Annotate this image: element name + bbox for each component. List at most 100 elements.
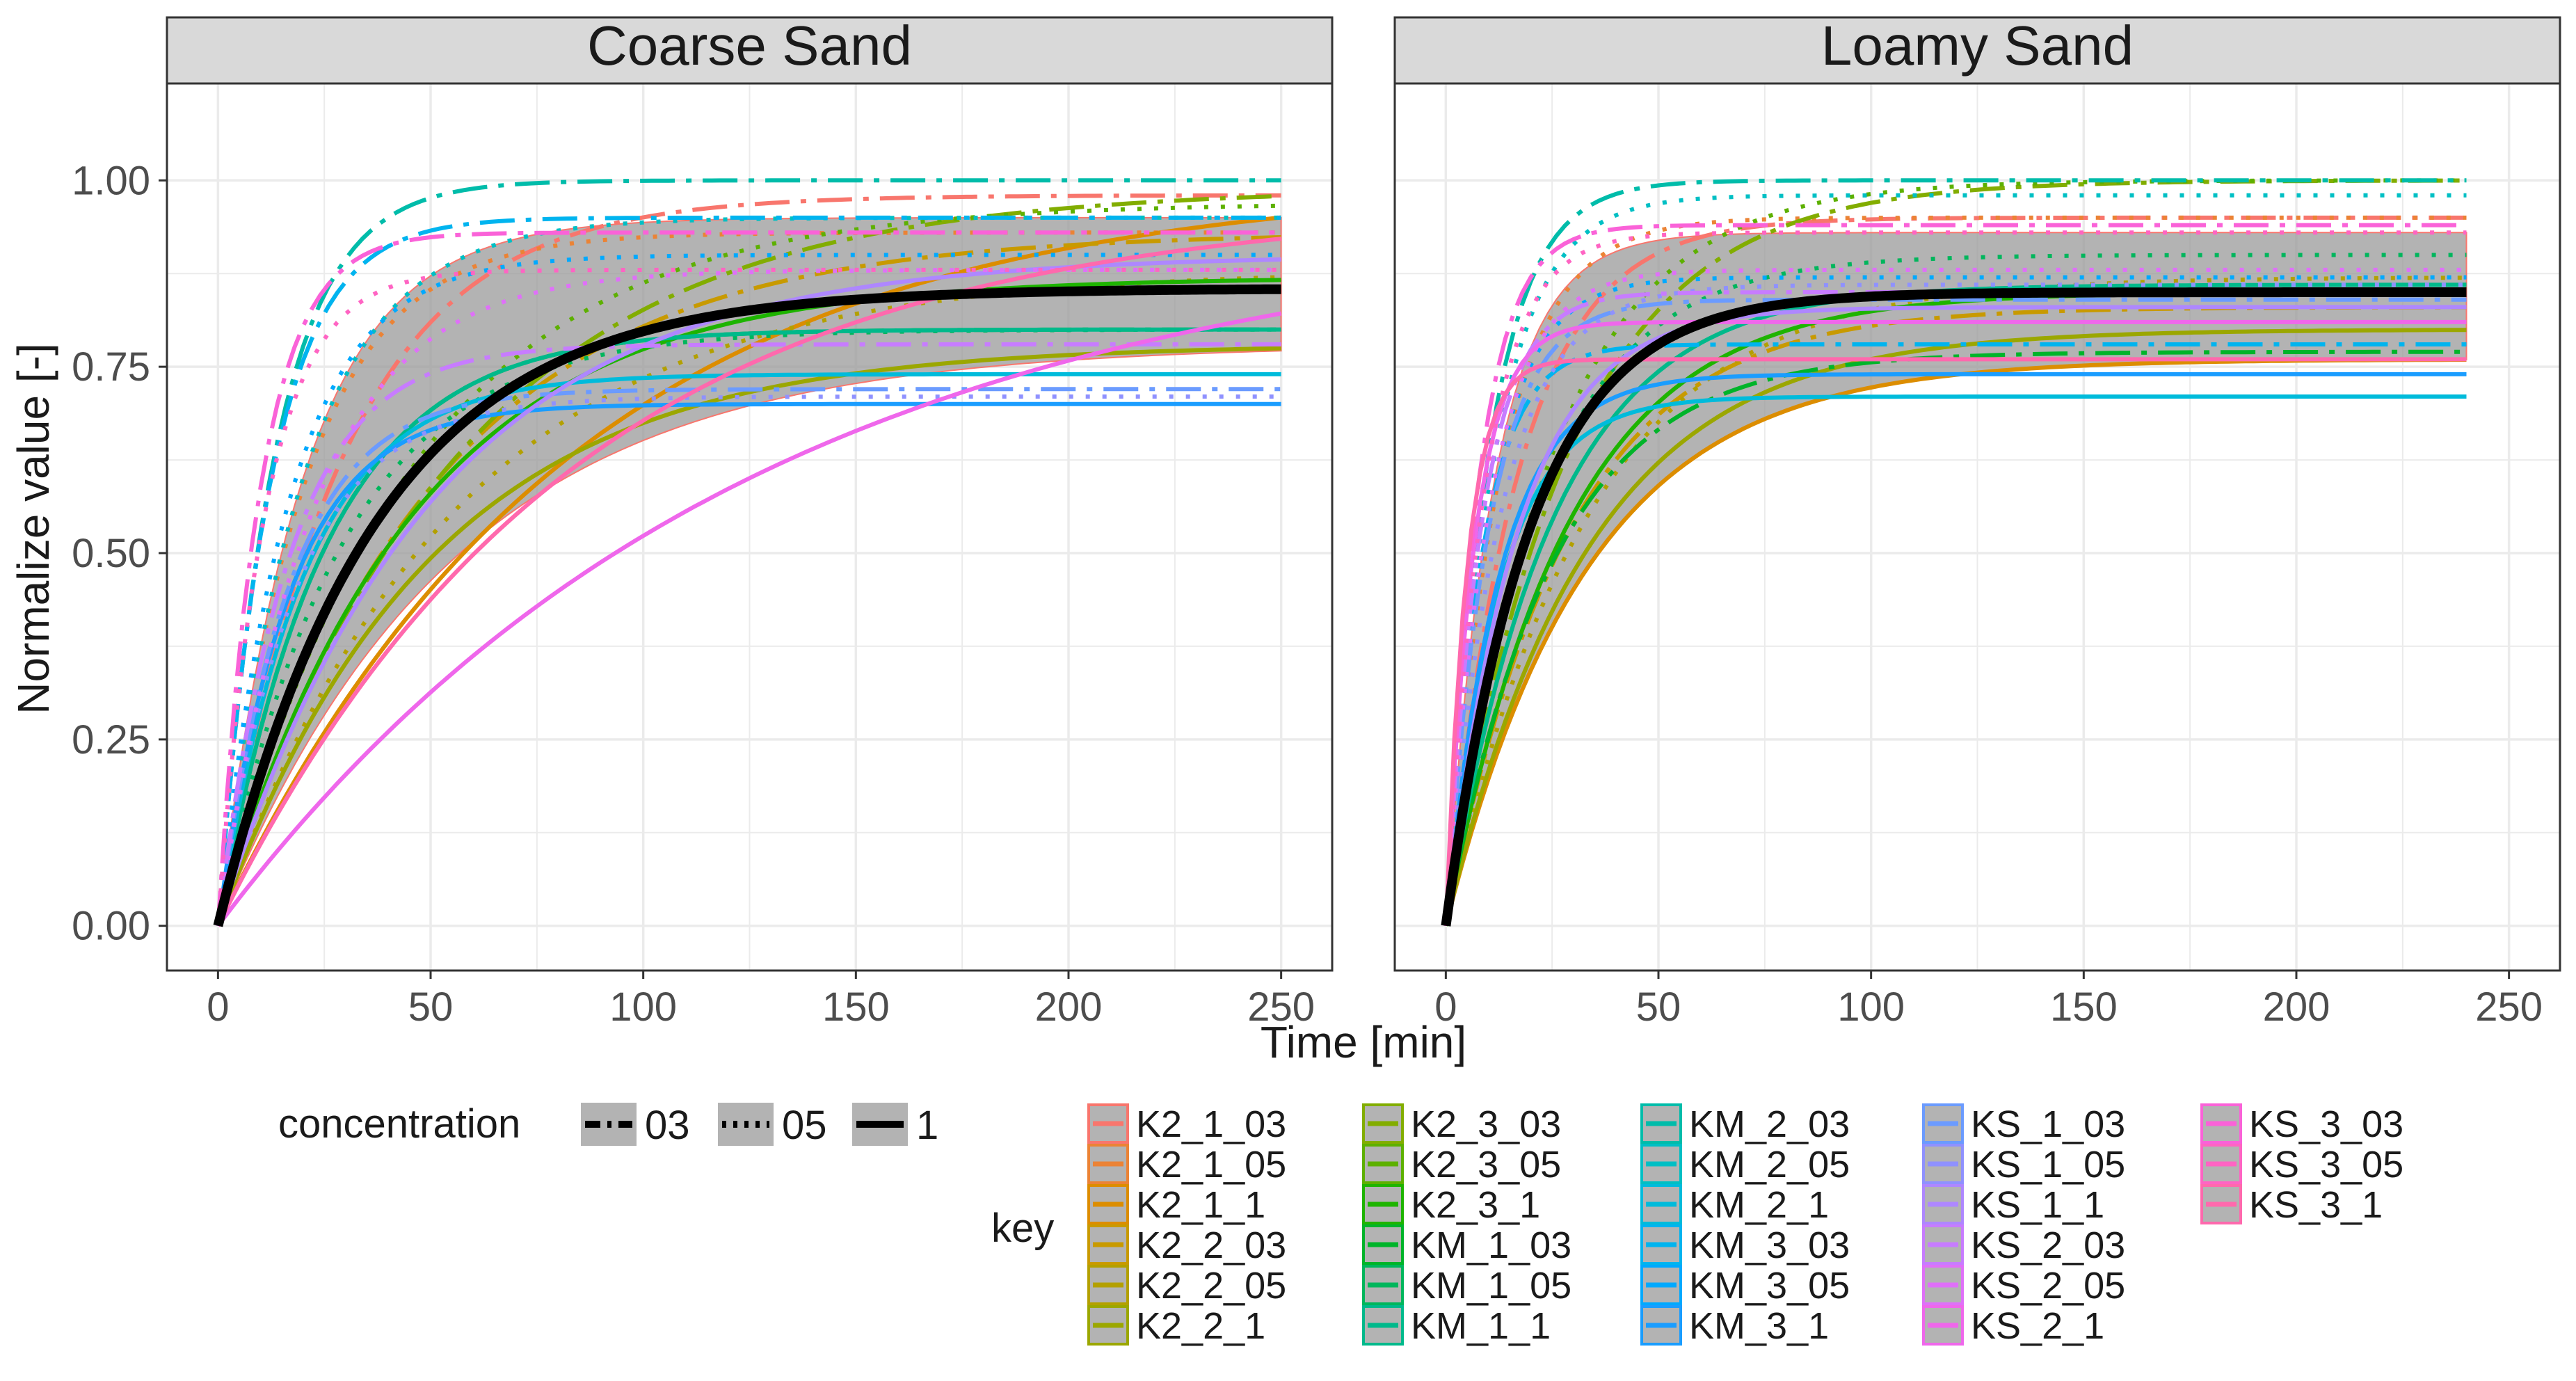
legend-key-label: KM_3_05 — [1689, 1265, 1850, 1307]
series-line-ks-2-03 — [216, 342, 1281, 927]
x-tick-label: 0 — [1434, 984, 1457, 1030]
legend-key-label: K2_3_1 — [1411, 1184, 1540, 1226]
series-line-km-3-05 — [216, 253, 1281, 927]
legend-key-item: KM_1_1 — [1362, 1305, 1551, 1347]
series-line-k2-3-03 — [216, 193, 1281, 927]
series-line-ks-1-05 — [216, 394, 1281, 927]
legend-key-label: K2_1_1 — [1136, 1184, 1265, 1226]
legend-key-label: KS_1_1 — [1971, 1184, 2104, 1226]
series-line-km-2-1 — [1443, 394, 2467, 927]
mean-line — [213, 284, 1282, 927]
legend-key-item: KS_1_1 — [1922, 1184, 2104, 1226]
legend-key-item: KM_3_1 — [1640, 1305, 1829, 1347]
panel-strip — [166, 16, 1334, 85]
legend-concentration: concentration 03 05 1 — [278, 1101, 938, 1148]
x-tick-label: 100 — [609, 984, 677, 1030]
series-line-km-3-1 — [216, 401, 1281, 927]
legend-key-item: KM_1_03 — [1362, 1224, 1571, 1266]
panel-strip — [1393, 16, 2561, 85]
series-line-km-3-03 — [216, 215, 1281, 926]
legend-key-item: KM_1_05 — [1362, 1265, 1571, 1307]
series-line-ks-2-05 — [1443, 267, 2467, 926]
panel-border — [166, 82, 1334, 972]
y-tick-label: 0.25 — [72, 717, 150, 763]
legend-key-label: K2_2_03 — [1136, 1224, 1286, 1266]
panel-title: Loamy Sand — [1821, 15, 2134, 77]
series-line-ks-3-05 — [1443, 230, 2467, 926]
legend-key-item: KM_2_03 — [1640, 1103, 1850, 1145]
legend-key-label: K2_3_05 — [1411, 1144, 1561, 1186]
legend-key-item: KM_2_1 — [1640, 1184, 1829, 1226]
legend-concentration-title: concentration — [278, 1101, 520, 1147]
legend-key-label: K2_2_1 — [1136, 1305, 1265, 1347]
legend-key-label: K2_2_05 — [1136, 1265, 1286, 1307]
legend-key-label: KS_3_05 — [2249, 1144, 2403, 1186]
series-line-km-2-1 — [216, 372, 1281, 927]
legend-key-label: K2_1_05 — [1136, 1144, 1286, 1186]
x-axis: 0 50 100 150 200 250 — [207, 971, 1315, 1030]
series-line-k2-1-03 — [1443, 215, 2467, 927]
legend-key-label: K2_3_03 — [1411, 1103, 1561, 1145]
series-line-km-1-03 — [1443, 349, 2467, 927]
legend-key-item: KS_3_1 — [2200, 1184, 2383, 1226]
panel-loamy-sand: Loamy Sand 0 50 100 150 200 250 — [1393, 15, 2561, 1030]
series-line-k2-2-1 — [1443, 328, 2467, 927]
legend-key-item: KS_3_03 — [2200, 1103, 2403, 1145]
legend-key-item: K2_1_1 — [1087, 1184, 1265, 1226]
legend-key-item: KS_2_1 — [1922, 1305, 2104, 1347]
series-line-km-2-05 — [1443, 193, 2467, 926]
legend-key-item: KM_2_05 — [1640, 1144, 1850, 1186]
series-line-km-2-03 — [1443, 178, 2467, 926]
x-tick-label: 150 — [822, 984, 890, 1030]
x-tick-label: 0 — [207, 984, 229, 1030]
series-line-km-3-1 — [1443, 372, 2467, 927]
legend-key-item: KS_2_05 — [1922, 1265, 2125, 1307]
x-axis: 0 50 100 150 200 250 — [1434, 971, 2543, 1030]
x-tick-label: 200 — [1035, 984, 1103, 1030]
series-line-km-2-05 — [216, 215, 1281, 927]
legend-key-item: K2_3_05 — [1362, 1144, 1561, 1186]
legend-key-item: K2_2_1 — [1087, 1305, 1265, 1347]
legend-key-label: KM_1_1 — [1411, 1305, 1551, 1347]
legend-key-label: KS_3_03 — [2249, 1103, 2403, 1145]
legend-key-item: KS_3_05 — [2200, 1144, 2403, 1186]
series-line-ks-2-1 — [1443, 319, 2467, 926]
legend-key-item: K2_2_05 — [1087, 1265, 1286, 1307]
series-line-ks-2-1 — [216, 311, 1282, 927]
legend-key-label: KS_1_05 — [1971, 1144, 2125, 1186]
legend-key-label: KM_3_1 — [1689, 1305, 1829, 1347]
legend-key-item: KM_3_03 — [1640, 1224, 1850, 1266]
y-tick-label: 0.50 — [72, 531, 150, 576]
legend-concentration-item: 03 — [581, 1103, 690, 1148]
x-tick-label: 250 — [2475, 984, 2543, 1030]
series-line-ks-1-03 — [1443, 297, 2467, 926]
legend-key-label: KM_2_1 — [1689, 1184, 1829, 1226]
legend-key-label: K2_1_03 — [1136, 1103, 1286, 1145]
legend-concentration-item: 05 — [718, 1103, 827, 1148]
series-line-ks-1-03 — [216, 387, 1281, 927]
series-line-k2-1-1 — [216, 215, 1281, 927]
y-tick-label: 0.75 — [72, 344, 150, 390]
x-tick-label: 250 — [1247, 984, 1315, 1030]
series-lines — [1443, 178, 2467, 927]
series-line-ks-3-03 — [216, 230, 1281, 926]
legend-key-item: K2_3_03 — [1362, 1103, 1561, 1145]
series-line-km-2-03 — [216, 178, 1281, 926]
legend-concentration-item: 1 — [852, 1103, 938, 1148]
legend-key-label: KM_2_05 — [1689, 1144, 1850, 1186]
series-line-k2-1-05 — [1443, 215, 2467, 926]
legend-key-label: KS_1_03 — [1971, 1103, 2125, 1145]
series-line-ks-3-03 — [1443, 223, 2467, 926]
legend-concentration-label: 05 — [782, 1103, 827, 1148]
legend-key-label: KM_2_03 — [1689, 1103, 1850, 1145]
legend-key: keyK2_1_03K2_1_05K2_1_1K2_2_03K2_2_05K2_… — [991, 1103, 2403, 1347]
series-line-k2-2-05 — [1443, 276, 2467, 927]
panel-border — [1393, 82, 2561, 972]
series-line-km-3-05 — [1443, 275, 2467, 926]
legend-key-item: KM_3_05 — [1640, 1265, 1850, 1307]
legend-key-label: KS_2_03 — [1971, 1224, 2125, 1266]
series-line-k2-3-1 — [216, 278, 1281, 927]
